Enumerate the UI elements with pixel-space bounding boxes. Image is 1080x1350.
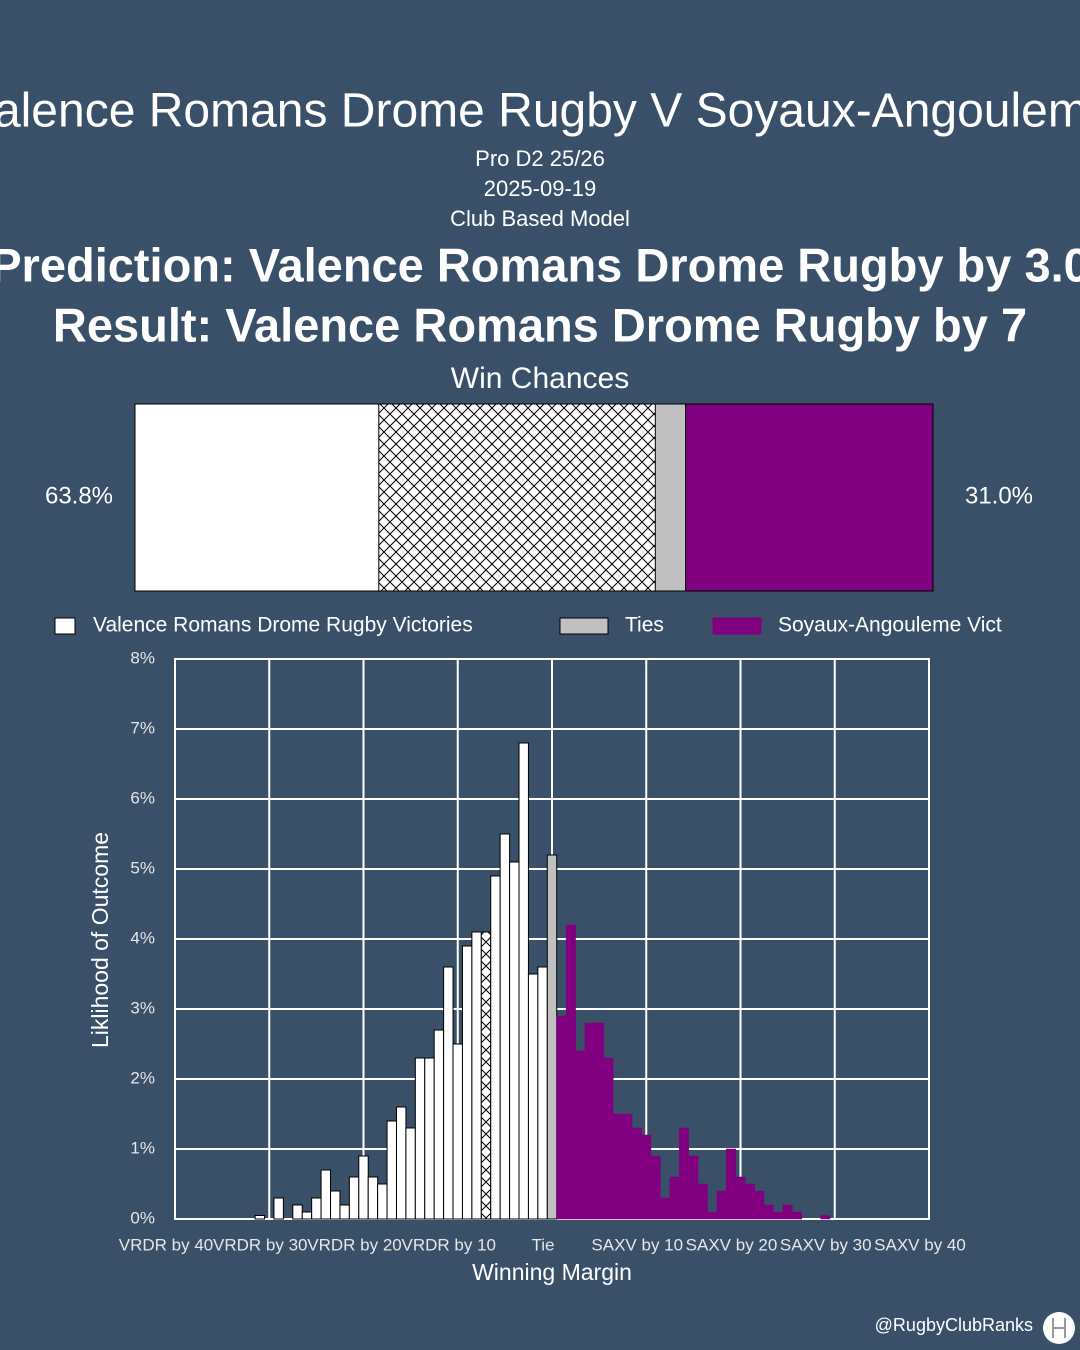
histogram-bar (584, 1022, 595, 1220)
histogram-bar (358, 1155, 369, 1220)
histogram-bar (537, 966, 548, 1220)
y-tick-label: 8% (130, 648, 155, 667)
histogram-bar (641, 1134, 652, 1220)
histogram-bar (773, 1211, 784, 1220)
histogram-bar (254, 1215, 266, 1220)
histogram-bar (688, 1155, 699, 1220)
prediction: Prediction: Valence Romans Drome Rugby b… (0, 238, 1080, 291)
x-tick-label: VRDR by 20 (307, 1235, 401, 1254)
histogram-bar (527, 973, 539, 1220)
histogram-bar (650, 1155, 661, 1220)
x-tick-label: SAXV by 20 (686, 1235, 778, 1254)
histogram-bar (433, 1029, 445, 1220)
histogram-bar (452, 1043, 463, 1220)
histogram-bar (660, 1197, 671, 1220)
histogram-bar (754, 1190, 765, 1220)
y-tick-label: 3% (130, 998, 155, 1017)
histogram-bar (518, 742, 529, 1220)
histogram-bar (414, 1057, 426, 1220)
competition: Pro D2 25/26 (475, 146, 605, 171)
histogram-bar (348, 1176, 360, 1220)
histogram-bar (443, 966, 454, 1220)
histogram-bar (301, 1211, 313, 1220)
title: Valence Romans Drome Rugby V Soyaux-Ango… (0, 85, 1080, 138)
histogram-bar (395, 1106, 407, 1220)
result-share (378, 403, 656, 592)
legend-label: Ties (625, 614, 664, 637)
legend-swatch (559, 617, 609, 635)
histogram-bar (716, 1190, 727, 1220)
histogram-bar (669, 1176, 680, 1220)
x-tick-label: SAXV by 40 (874, 1235, 966, 1254)
histogram-bar (820, 1215, 831, 1220)
x-tick-label: SAXV by 30 (780, 1235, 872, 1254)
histogram-bar (320, 1169, 332, 1220)
y-tick-label: 1% (130, 1138, 155, 1157)
histogram-bar (631, 1127, 642, 1220)
histogram-bar (424, 1057, 435, 1220)
histogram-bar (339, 1204, 350, 1220)
histogram-bar (367, 1176, 379, 1220)
histogram-bar (678, 1127, 689, 1220)
histogram-bar (405, 1127, 416, 1220)
legend-swatch (54, 617, 76, 635)
x-tick-label: Tie (532, 1235, 555, 1254)
histogram-bar (499, 833, 511, 1220)
histogram-bar (726, 1148, 737, 1220)
y-tick-label: 0% (130, 1208, 155, 1227)
histogram-bar (707, 1211, 718, 1220)
histogram-bar (735, 1176, 746, 1220)
histogram-bar (509, 861, 520, 1220)
date: 2025-09-19 (484, 176, 597, 201)
y-tick-label: 2% (130, 1068, 155, 1087)
histogram-bar (461, 945, 473, 1220)
histogram-bar (480, 931, 492, 1220)
x-tick-label: VRDR by 40 (119, 1235, 213, 1254)
histogram-bar (330, 1190, 341, 1220)
histogram-bar (575, 1050, 586, 1220)
histogram-bar (546, 854, 558, 1220)
legend-label: Valence Romans Drome Rugby Victories (93, 614, 473, 637)
histogram-bar (594, 1022, 605, 1220)
histogram-bar (744, 1183, 755, 1220)
win-segment (685, 403, 934, 592)
y-axis-label: Liklihood of Outcome (87, 832, 113, 1048)
histogram-bar (471, 931, 482, 1220)
logo-mark (1052, 1318, 1066, 1338)
histogram-bar (565, 924, 576, 1220)
histogram-bar (763, 1204, 774, 1220)
histogram-bar (613, 1113, 623, 1220)
win-label: 31.0% (965, 482, 1033, 509)
y-tick-label: 5% (130, 858, 155, 877)
win-chances-title: Win Chances (451, 362, 629, 395)
x-tick-label: VRDR by 30 (213, 1235, 307, 1254)
win-label: 63.8% (45, 482, 113, 509)
histogram-bar (273, 1197, 284, 1220)
histogram-bar (311, 1197, 322, 1220)
y-tick-label: 7% (130, 718, 155, 737)
histogram-bar (292, 1204, 303, 1220)
histogram-bar (782, 1204, 793, 1220)
histogram-bar (622, 1113, 633, 1220)
histogram-bar (490, 875, 501, 1220)
legend-label: Soyaux-Angouleme Vict (778, 614, 1002, 637)
x-tick-label: VRDR by 10 (402, 1235, 496, 1254)
histogram-bar (386, 1120, 397, 1220)
legend-swatch (712, 617, 762, 635)
result: Result: Valence Romans Drome Rugby by 7 (53, 298, 1027, 351)
histogram-bar (603, 1057, 614, 1220)
histogram-bar (377, 1183, 388, 1220)
histogram-bar (556, 1015, 567, 1220)
y-tick-label: 4% (130, 928, 155, 947)
histogram-bar (697, 1183, 708, 1220)
footer-handle: @RugbyClubRanks (875, 1315, 1033, 1335)
x-axis-label: Winning Margin (472, 1259, 632, 1285)
histogram-bar (792, 1211, 803, 1220)
model: Club Based Model (450, 206, 630, 231)
x-tick-label: SAXV by 10 (591, 1235, 683, 1254)
y-tick-label: 6% (130, 788, 155, 807)
